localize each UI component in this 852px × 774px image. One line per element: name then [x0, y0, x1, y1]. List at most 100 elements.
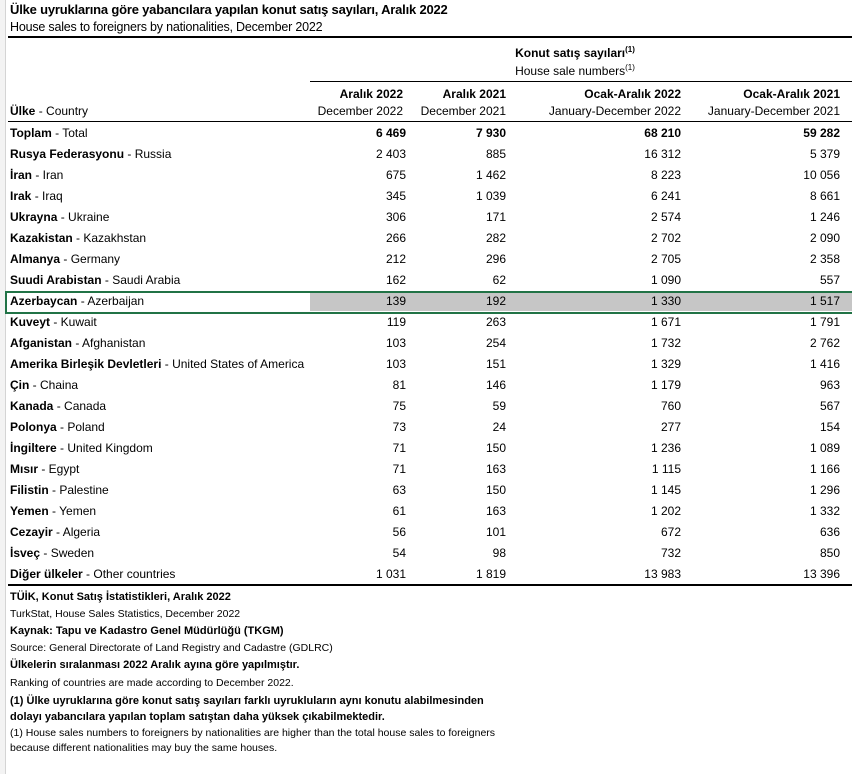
cell-value[interactable]: 1 329 — [650, 357, 681, 371]
cell-value[interactable]: 6 241 — [650, 189, 681, 203]
cell-value[interactable]: 10 056 — [803, 168, 840, 182]
country-label[interactable]: Azerbaycan - Azerbaijan — [10, 291, 144, 312]
table-row[interactable]: Rusya Federasyonu - Russia 2 403 885 16 312… — [8, 144, 852, 165]
cell-value[interactable]: 1 732 — [650, 336, 681, 350]
cell-value[interactable]: 2 358 — [809, 252, 840, 266]
country-label[interactable]: Yemen - Yemen — [10, 501, 96, 522]
cell-value[interactable]: 760 — [660, 399, 681, 413]
cell-value[interactable]: 1 031 — [375, 567, 406, 581]
cell-value[interactable]: 1 332 — [809, 504, 840, 518]
cell-value[interactable]: 2 090 — [809, 231, 840, 245]
cell-value[interactable]: 63 — [392, 483, 406, 497]
cell-value[interactable]: 345 — [385, 189, 406, 203]
country-label[interactable]: Irak - Iraq — [10, 186, 63, 207]
cell-value[interactable]: 150 — [485, 483, 506, 497]
cell-value[interactable]: 1 246 — [809, 210, 840, 224]
cell-value[interactable]: 672 — [660, 525, 681, 539]
cell-value[interactable]: 636 — [819, 525, 840, 539]
cell-value[interactable]: 1 517 — [809, 294, 840, 308]
cell-value[interactable]: 732 — [660, 546, 681, 560]
table-row[interactable]: Suudi Arabistan - Saudi Arabia 162 62 1 090… — [8, 270, 852, 291]
cell-value[interactable]: 119 — [386, 315, 406, 329]
cell-value[interactable]: 13 396 — [803, 567, 840, 581]
cell-value[interactable]: 7 930 — [475, 126, 506, 140]
cell-value[interactable]: 2 403 — [375, 147, 406, 161]
country-label[interactable]: Kazakistan - Kazakhstan — [10, 228, 146, 249]
country-label[interactable]: Mısır - Egypt — [10, 459, 79, 480]
table-row[interactable]: Kanada - Canada 75 59 760 567 — [8, 396, 852, 417]
table-row[interactable]: Diğer ülkeler - Other countries 1 031 1 81… — [8, 564, 852, 583]
cell-value[interactable]: 1 671 — [650, 315, 681, 329]
column-header-jandec2021[interactable]: Ocak-Aralık 2021 January-December 2021 — [707, 87, 840, 118]
cell-value[interactable]: 68 210 — [644, 126, 681, 140]
cell-value[interactable]: 139 — [385, 294, 406, 308]
country-label[interactable]: Kuveyt - Kuwait — [10, 312, 97, 333]
table-row[interactable]: Cezayir - Algeria 56 101 672 636 — [8, 522, 852, 543]
cell-value[interactable]: 1 145 — [650, 483, 681, 497]
cell-value[interactable]: 62 — [492, 273, 506, 287]
table-row[interactable]: Afganistan - Afghanistan 103 254 1 732 2 762 — [8, 333, 852, 354]
cell-value[interactable]: 71 — [392, 462, 406, 476]
country-label[interactable]: Ukrayna - Ukraine — [10, 207, 109, 228]
cell-value[interactable]: 2 762 — [809, 336, 840, 350]
table-row[interactable]: Ukrayna - Ukraine 306 171 2 574 1 246 — [8, 207, 852, 228]
cell-value[interactable]: 71 — [392, 441, 406, 455]
cell-value[interactable]: 103 — [385, 336, 406, 350]
cell-value[interactable]: 1 330 — [650, 294, 681, 308]
country-label[interactable]: İran - Iran — [10, 165, 63, 186]
cell-value[interactable]: 13 983 — [644, 567, 681, 581]
cell-value[interactable]: 1 089 — [809, 441, 840, 455]
column-header-jandec2022[interactable]: Ocak-Aralık 2022 January-December 2022 — [548, 87, 681, 118]
cell-value[interactable]: 146 — [485, 378, 506, 392]
cell-value[interactable]: 8 661 — [809, 189, 840, 203]
cell-value[interactable]: 1 090 — [650, 273, 681, 287]
cell-value[interactable]: 75 — [392, 399, 406, 413]
table-row[interactable]: İran - Iran 675 1 462 8 223 10 056 — [8, 165, 852, 186]
cell-value[interactable]: 1 791 — [809, 315, 840, 329]
cell-value[interactable]: 2 705 — [650, 252, 681, 266]
cell-value[interactable]: 54 — [392, 546, 406, 560]
country-label[interactable]: İngiltere - United Kingdom — [10, 438, 153, 459]
cell-value[interactable]: 1 819 — [475, 567, 506, 581]
cell-value[interactable]: 151 — [485, 357, 506, 371]
cell-value[interactable]: 212 — [385, 252, 406, 266]
cell-value[interactable]: 277 — [660, 420, 681, 434]
cell-value[interactable]: 1 296 — [809, 483, 840, 497]
cell-value[interactable]: 266 — [385, 231, 406, 245]
cell-value[interactable]: 1 166 — [809, 462, 840, 476]
cell-value[interactable]: 8 223 — [650, 168, 681, 182]
cell-value[interactable]: 150 — [485, 441, 506, 455]
table-row[interactable]: İsveç - Sweden 54 98 732 850 — [8, 543, 852, 564]
cell-value[interactable]: 171 — [485, 210, 506, 224]
cell-value[interactable]: 963 — [819, 378, 840, 392]
cell-value[interactable]: 1 416 — [809, 357, 840, 371]
table-row[interactable]: Filistin - Palestine 63 150 1 145 1 296 — [8, 480, 852, 501]
cell-value[interactable]: 162 — [385, 273, 406, 287]
table-row[interactable]: Almanya - Germany 212 296 2 705 2 358 — [8, 249, 852, 270]
country-label[interactable]: Almanya - Germany — [10, 249, 120, 270]
cell-value[interactable]: 2 702 — [650, 231, 681, 245]
cell-value[interactable]: 98 — [492, 546, 506, 560]
cell-value[interactable]: 1 202 — [650, 504, 681, 518]
cell-value[interactable]: 6 469 — [375, 126, 406, 140]
cell-value[interactable]: 56 — [392, 525, 406, 539]
country-label[interactable]: Rusya Federasyonu - Russia — [10, 144, 171, 165]
column-header-dec2022[interactable]: Aralık 2022 December 2022 — [317, 87, 403, 118]
cell-value[interactable]: 850 — [819, 546, 840, 560]
cell-value[interactable]: 296 — [485, 252, 506, 266]
table-row[interactable]: Irak - Iraq 345 1 039 6 241 8 661 — [8, 186, 852, 207]
cell-value[interactable]: 154 — [819, 420, 840, 434]
cell-value[interactable]: 59 — [492, 399, 506, 413]
cell-value[interactable]: 101 — [485, 525, 506, 539]
table-row[interactable]: Polonya - Poland 73 24 277 154 — [8, 417, 852, 438]
table-row[interactable]: Kazakistan - Kazakhstan 266 282 2 702 2 090 — [8, 228, 852, 249]
cell-value[interactable]: 567 — [819, 399, 840, 413]
cell-value[interactable]: 192 — [485, 294, 506, 308]
cell-value[interactable]: 81 — [392, 378, 406, 392]
cell-value[interactable]: 1 236 — [650, 441, 681, 455]
cell-value[interactable]: 73 — [392, 420, 406, 434]
country-label[interactable]: Diğer ülkeler - Other countries — [10, 564, 175, 585]
country-label[interactable]: Çin - Chaina — [10, 375, 78, 396]
country-label[interactable]: Amerika Birleşik Devletleri - United Sta… — [10, 354, 304, 375]
table-row[interactable]: Kuveyt - Kuwait 119 263 1 671 1 791 — [8, 312, 852, 333]
